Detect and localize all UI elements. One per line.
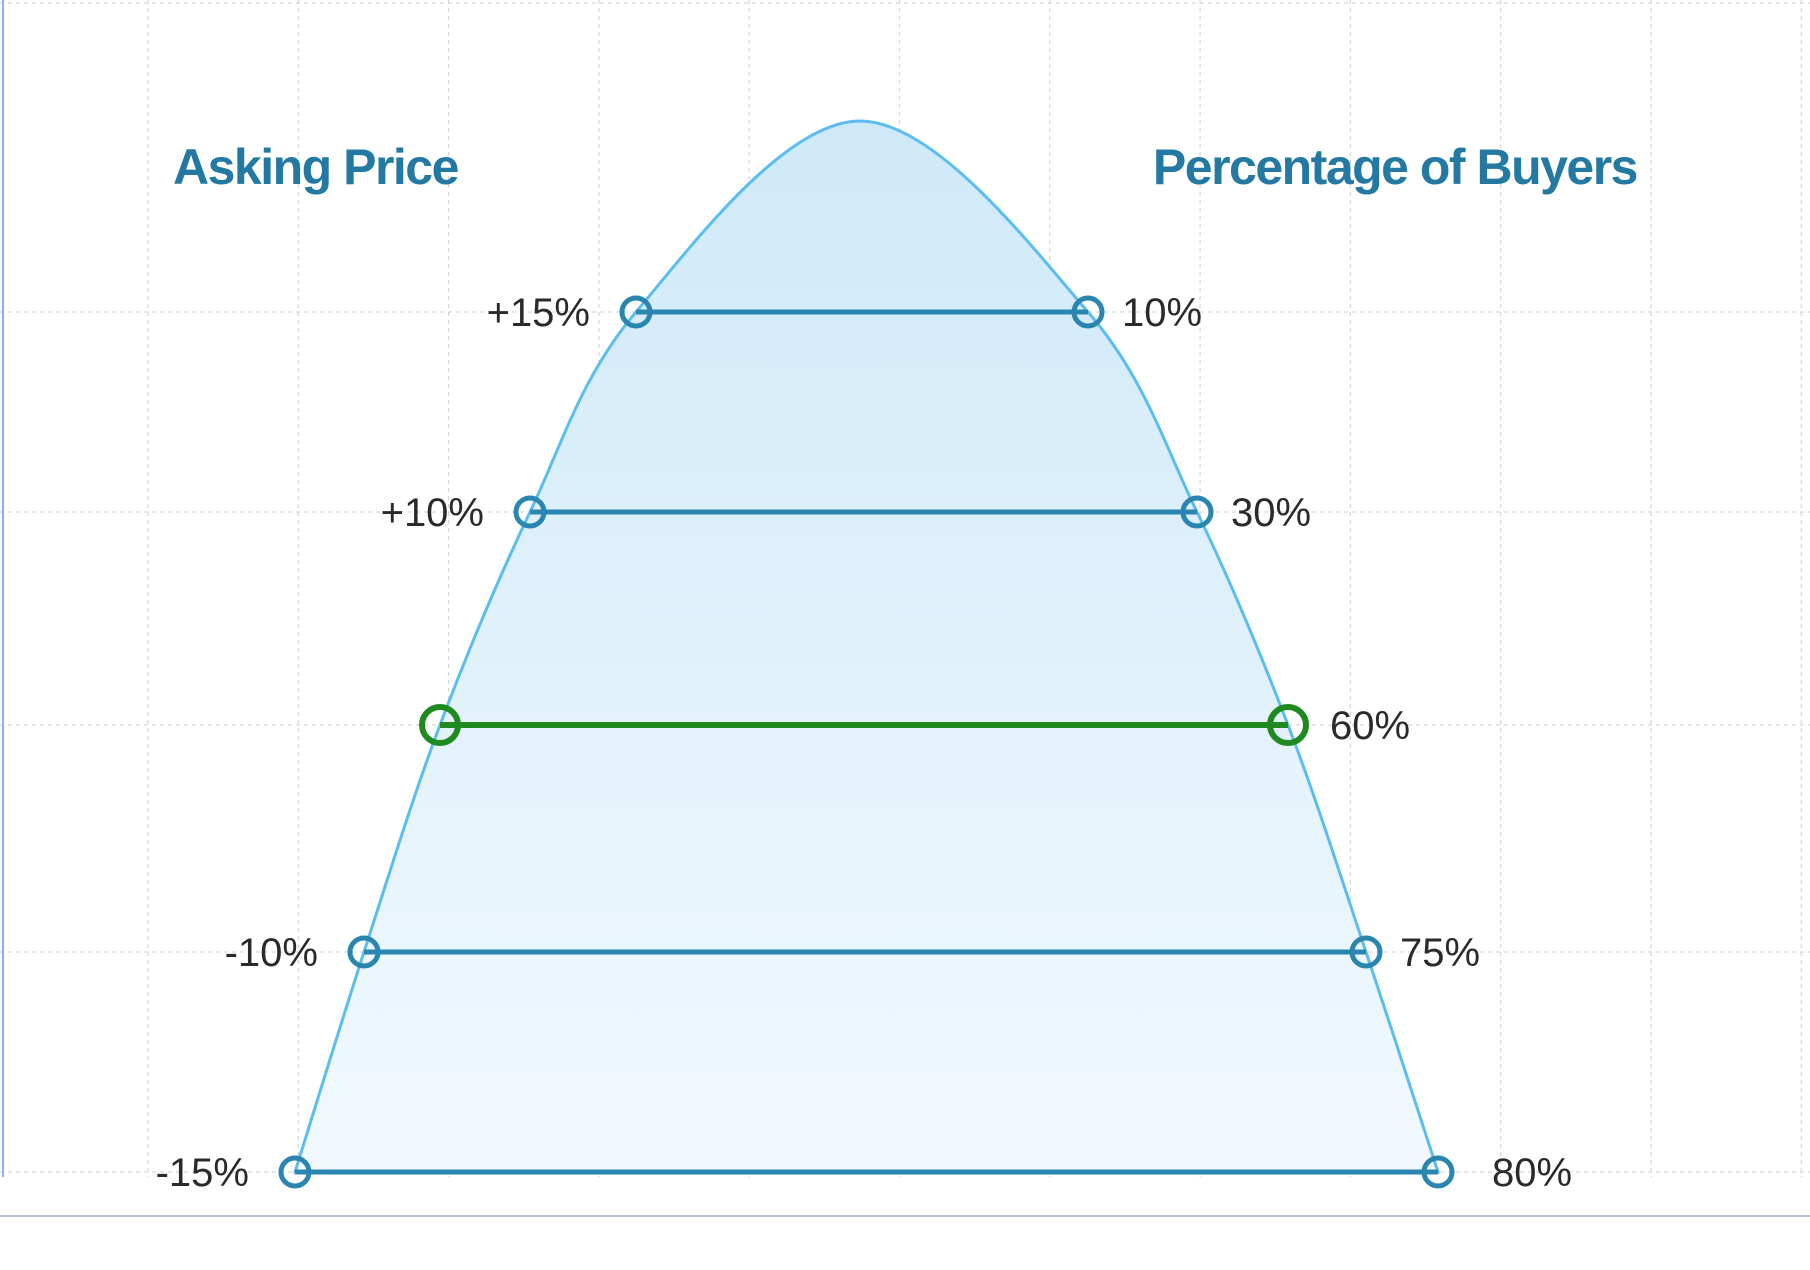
right-point — [1349, 935, 1383, 969]
asking-price-label: +10% — [381, 491, 484, 535]
right-point — [1421, 1155, 1455, 1189]
buyers-percentage-label: 10% — [1122, 291, 1202, 335]
asking-price-label: -10% — [225, 931, 318, 975]
asking-price-label: -15% — [156, 1151, 249, 1195]
right-point — [1180, 495, 1214, 529]
buyers-percentage-label: 75% — [1400, 931, 1480, 975]
price-row: +10% 30% — [381, 491, 1311, 535]
right-point — [1267, 704, 1309, 746]
percentage-of-buyers-heading: Percentage of Buyers — [1153, 139, 1637, 195]
price-row: -15% 80% — [156, 1151, 1572, 1195]
left-point — [419, 704, 461, 746]
market-value-row: Market Value60% — [419, 704, 1410, 748]
price-row: +15% 10% — [487, 291, 1202, 335]
left-point — [278, 1155, 312, 1189]
right-point — [1071, 295, 1105, 329]
price-row: -10% 75% — [225, 931, 1480, 975]
asking-price-label: +15% — [487, 291, 590, 335]
buyers-percentage-label: 30% — [1231, 491, 1311, 535]
left-point — [619, 295, 653, 329]
buyers-percentage-label: 80% — [1492, 1151, 1572, 1195]
asking-price-heading: Asking Price — [173, 139, 459, 195]
left-point — [347, 935, 381, 969]
buyer-curve-area — [292, 119, 1441, 1174]
left-point — [513, 495, 547, 529]
buyers-percentage-label: 60% — [1330, 704, 1410, 748]
